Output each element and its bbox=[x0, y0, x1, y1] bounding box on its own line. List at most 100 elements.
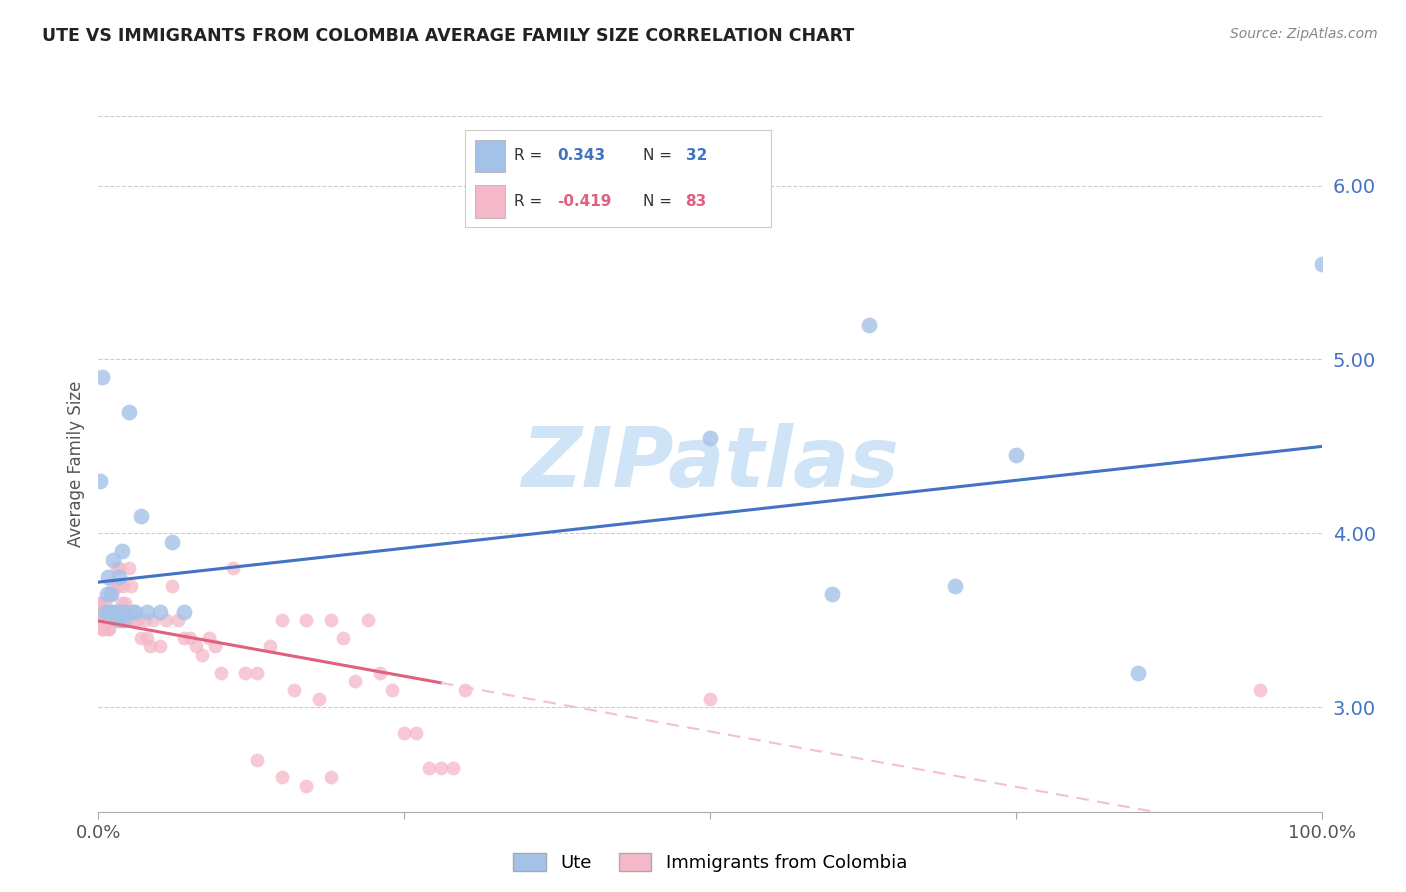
Point bbox=[101, 578, 124, 592]
Point bbox=[91, 614, 114, 628]
Point bbox=[105, 605, 128, 619]
Point bbox=[91, 369, 114, 384]
Point bbox=[91, 622, 114, 636]
Text: 83: 83 bbox=[686, 194, 707, 209]
Point bbox=[97, 570, 120, 584]
Point bbox=[91, 614, 114, 628]
Point bbox=[821, 587, 844, 601]
Point bbox=[108, 570, 131, 584]
Point bbox=[136, 605, 159, 619]
Text: UTE VS IMMIGRANTS FROM COLOMBIA AVERAGE FAMILY SIZE CORRELATION CHART: UTE VS IMMIGRANTS FROM COLOMBIA AVERAGE … bbox=[42, 27, 855, 45]
FancyBboxPatch shape bbox=[475, 186, 505, 218]
Point bbox=[103, 614, 125, 628]
Point bbox=[319, 614, 342, 628]
Point bbox=[191, 648, 214, 662]
Point bbox=[1128, 665, 1150, 680]
Text: N =: N = bbox=[643, 148, 672, 163]
Point bbox=[91, 622, 114, 636]
Point bbox=[97, 614, 120, 628]
Point bbox=[319, 770, 342, 784]
Point bbox=[105, 561, 128, 575]
Point bbox=[93, 605, 115, 619]
Point bbox=[114, 605, 136, 619]
Point bbox=[96, 614, 118, 628]
Text: R =: R = bbox=[515, 194, 543, 209]
Point bbox=[430, 761, 453, 775]
Point bbox=[98, 614, 121, 628]
Point bbox=[332, 631, 354, 645]
Point bbox=[89, 605, 111, 619]
Point bbox=[270, 614, 294, 628]
Point bbox=[121, 605, 143, 619]
Point bbox=[699, 431, 721, 445]
Point bbox=[111, 614, 134, 628]
Point bbox=[89, 614, 111, 628]
Point bbox=[197, 631, 219, 645]
Point bbox=[100, 614, 122, 628]
Point bbox=[94, 605, 117, 619]
Point bbox=[118, 404, 141, 418]
Point bbox=[129, 631, 152, 645]
Point bbox=[149, 640, 172, 654]
Y-axis label: Average Family Size: Average Family Size bbox=[66, 381, 84, 547]
Text: R =: R = bbox=[515, 148, 543, 163]
Point bbox=[101, 605, 124, 619]
Point bbox=[110, 614, 132, 628]
Point bbox=[381, 682, 404, 697]
Point bbox=[1249, 682, 1271, 697]
Point bbox=[160, 535, 183, 549]
Point bbox=[149, 605, 172, 619]
Point bbox=[136, 631, 159, 645]
Point bbox=[100, 587, 122, 601]
Point bbox=[167, 614, 190, 628]
Point bbox=[160, 578, 183, 592]
Point bbox=[344, 674, 367, 689]
Point bbox=[96, 605, 118, 619]
Point bbox=[124, 605, 146, 619]
Point bbox=[139, 640, 162, 654]
Point bbox=[93, 596, 115, 610]
Point bbox=[108, 561, 131, 575]
Point bbox=[405, 726, 427, 740]
Point bbox=[222, 561, 245, 575]
Point bbox=[90, 614, 112, 628]
Point bbox=[114, 596, 136, 610]
Point bbox=[356, 614, 378, 628]
Point bbox=[111, 596, 134, 610]
Point bbox=[246, 665, 269, 680]
Text: N =: N = bbox=[643, 194, 672, 209]
Point bbox=[392, 726, 416, 740]
Point bbox=[283, 682, 305, 697]
Text: 0.343: 0.343 bbox=[557, 148, 605, 163]
Point bbox=[107, 578, 129, 592]
Point bbox=[858, 318, 880, 332]
Point bbox=[943, 578, 966, 592]
Point bbox=[155, 614, 177, 628]
Point bbox=[94, 614, 117, 628]
Point bbox=[91, 605, 114, 619]
Point bbox=[233, 665, 256, 680]
Point bbox=[129, 508, 152, 523]
Point bbox=[97, 622, 120, 636]
Point bbox=[90, 596, 112, 610]
Point bbox=[173, 631, 195, 645]
Text: Source: ZipAtlas.com: Source: ZipAtlas.com bbox=[1230, 27, 1378, 41]
Point bbox=[441, 761, 464, 775]
Point bbox=[418, 761, 440, 775]
Point bbox=[111, 543, 134, 558]
Point bbox=[1310, 257, 1333, 271]
Legend: Ute, Immigrants from Colombia: Ute, Immigrants from Colombia bbox=[513, 854, 907, 872]
Point bbox=[454, 682, 477, 697]
Point bbox=[93, 605, 115, 619]
Point bbox=[699, 691, 721, 706]
Point bbox=[100, 587, 122, 601]
Point bbox=[93, 614, 115, 628]
Point bbox=[134, 614, 156, 628]
Point bbox=[104, 605, 127, 619]
Point bbox=[259, 640, 281, 654]
Point bbox=[295, 779, 318, 793]
Point bbox=[120, 578, 142, 592]
Point bbox=[91, 605, 114, 619]
Point bbox=[204, 640, 226, 654]
Point bbox=[173, 605, 195, 619]
